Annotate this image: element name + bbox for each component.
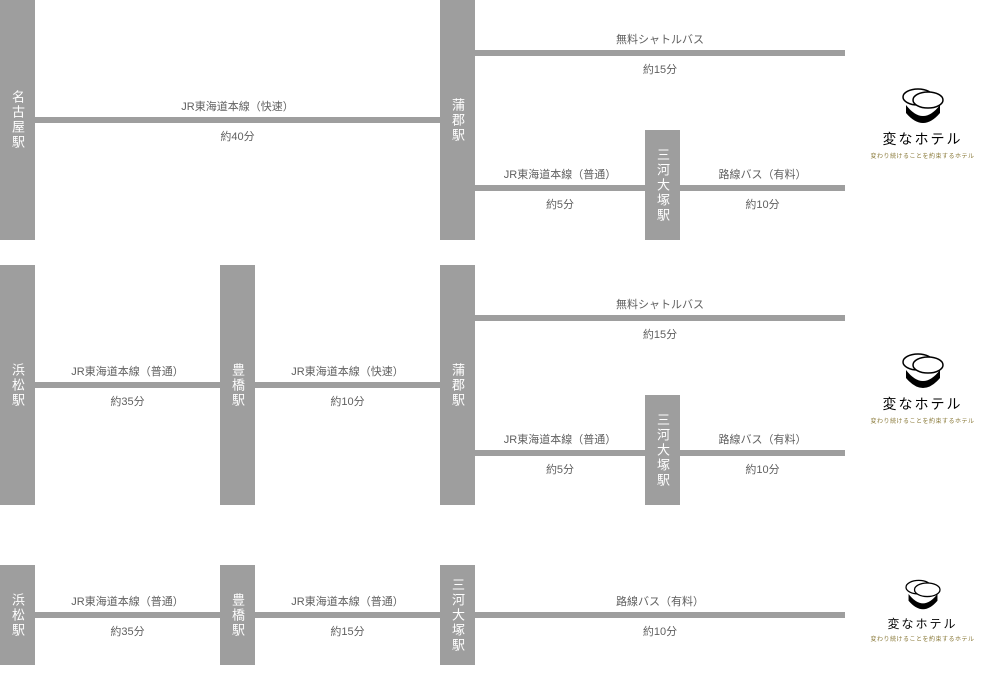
line-gamagori-mikawa-1 (475, 185, 645, 191)
station-gamagori-2: 蒲郡駅 (440, 265, 475, 505)
time-label: 約5分 (475, 196, 645, 212)
time-label: 約10分 (475, 623, 845, 639)
route-label: 路線バス（有料） (680, 431, 845, 447)
logo-subtitle: 変わり続けることを約束するホテル (845, 634, 1000, 643)
route-label: JR東海道本線（快速） (35, 98, 440, 114)
route-label: 無料シャトルバス (475, 31, 845, 47)
hotel-icon (901, 577, 945, 611)
logo-subtitle: 変わり続けることを約束するホテル (845, 151, 1000, 160)
route-label: 無料シャトルバス (475, 296, 845, 312)
station-mikawa-3: 三河大塚駅 (440, 565, 475, 665)
station-gamagori-1: 蒲郡駅 (440, 0, 475, 240)
station-mikawa-2: 三河大塚駅 (645, 395, 680, 505)
time-label: 約10分 (680, 461, 845, 477)
route-label: 路線バス（有料） (475, 593, 845, 609)
station-hamamatsu-3: 浜松駅 (0, 565, 35, 665)
line-toyohashi-gamagori-2 (255, 382, 440, 388)
logo-title: 変なホテル (845, 394, 1000, 414)
hotel-logo-3: 変なホテル 変わり続けることを約束するホテル (845, 565, 1000, 665)
line-mikawa-hotel-1 (680, 185, 845, 191)
route-label: JR東海道本線（普通） (475, 166, 645, 182)
logo-subtitle: 変わり続けることを約束するホテル (845, 416, 1000, 425)
logo-title: 変なホテル (845, 615, 1000, 632)
hotel-icon (898, 350, 948, 390)
time-label: 約15分 (255, 623, 440, 639)
station-label: 蒲郡駅 (448, 363, 467, 408)
route-label: JR東海道本線（普通） (475, 431, 645, 447)
station-toyohashi-3: 豊橋駅 (220, 565, 255, 665)
line-mikawa-hotel-2 (680, 450, 845, 456)
line-mikawa-hotel-3 (475, 612, 845, 618)
hotel-icon (898, 85, 948, 125)
station-toyohashi-2: 豊橋駅 (220, 265, 255, 505)
route-label: JR東海道本線（快速） (255, 363, 440, 379)
time-label: 約35分 (35, 393, 220, 409)
station-mikawa-1: 三河大塚駅 (645, 130, 680, 240)
time-label: 約35分 (35, 623, 220, 639)
logo-title: 変なホテル (845, 129, 1000, 149)
station-label: 蒲郡駅 (448, 98, 467, 143)
time-label: 約10分 (680, 196, 845, 212)
route-label: 路線バス（有料） (680, 166, 845, 182)
route-label: JR東海道本線（普通） (35, 593, 220, 609)
route-label: JR東海道本線（普通） (35, 363, 220, 379)
hotel-logo-1: 変なホテル 変わり続けることを約束するホテル (845, 0, 1000, 240)
station-label: 豊橋駅 (228, 363, 247, 408)
time-label: 約40分 (35, 128, 440, 144)
line-toyohashi-mikawa-3 (255, 612, 440, 618)
route-label: JR東海道本線（普通） (255, 593, 440, 609)
station-label: 三河大塚駅 (653, 413, 672, 488)
line-hamamatsu-toyohashi-2 (35, 382, 220, 388)
line-gamagori-mikawa-2 (475, 450, 645, 456)
time-label: 約5分 (475, 461, 645, 477)
station-label: 浜松駅 (8, 363, 27, 408)
hotel-logo-2: 変なホテル 変わり続けることを約束するホテル (845, 265, 1000, 505)
station-label: 三河大塚駅 (653, 148, 672, 223)
station-label: 三河大塚駅 (448, 578, 467, 653)
station-label: 名古屋駅 (8, 90, 27, 150)
station-hamamatsu-2: 浜松駅 (0, 265, 35, 505)
station-label: 豊橋駅 (228, 593, 247, 638)
line-gamagori-hotel-shuttle-2 (475, 315, 845, 321)
line-nagoya-gamagori (35, 117, 440, 123)
time-label: 約15分 (475, 326, 845, 342)
station-label: 浜松駅 (8, 593, 27, 638)
line-hamamatsu-toyohashi-3 (35, 612, 220, 618)
station-nagoya: 名古屋駅 (0, 0, 35, 240)
line-gamagori-hotel-shuttle-1 (475, 50, 845, 56)
time-label: 約15分 (475, 61, 845, 77)
time-label: 約10分 (255, 393, 440, 409)
